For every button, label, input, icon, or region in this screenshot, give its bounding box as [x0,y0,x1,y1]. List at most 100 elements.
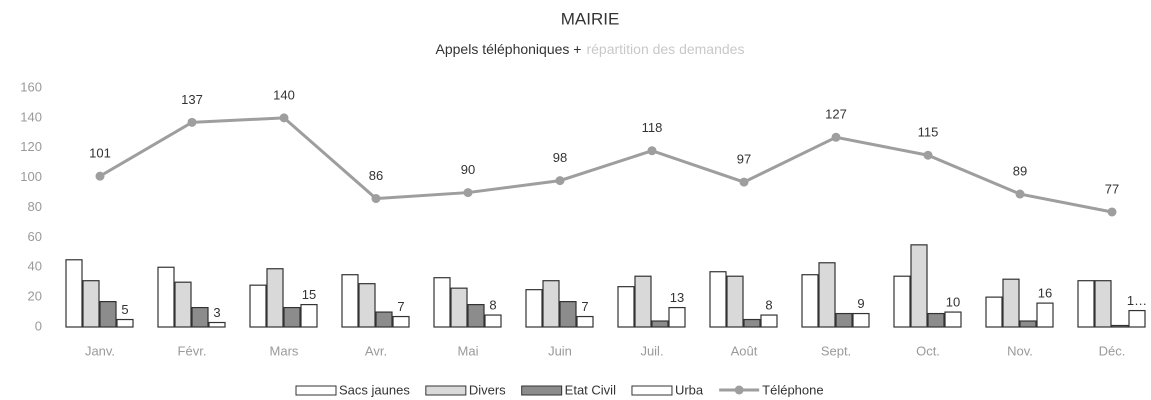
y-tick-label: 40 [28,259,42,274]
legend-swatch [631,385,673,396]
bar [852,312,870,328]
y-tick-label: 140 [20,109,42,124]
bar [65,259,83,328]
bar [1019,320,1037,328]
bar [1036,302,1054,328]
chart-subtitle: Appels téléphoniques + répartition des de… [436,41,745,57]
bar [709,271,727,328]
bar [668,306,686,328]
data-label: 127 [825,107,847,122]
bar [358,283,376,328]
bar [283,306,301,328]
data-label: 7 [581,299,588,314]
bar [1111,324,1129,328]
x-tick-label: Sept. [821,343,851,358]
y-tick-label: 160 [20,79,42,94]
data-label: 7 [397,299,404,314]
x-tick-label: Mai [458,343,479,358]
bar [542,280,560,328]
bar [467,303,485,328]
line [99,116,1113,214]
bar [726,275,744,328]
bar [985,296,1003,328]
data-label: 98 [553,150,567,165]
bar [760,314,778,328]
x-tick-label: Janv. [85,343,115,358]
data-label: 77 [1105,181,1119,196]
bar [559,301,577,328]
x-tick-label: Déc. [1099,343,1126,358]
subtitle-part: Appels téléphoniques + [436,41,582,57]
bar [99,301,117,328]
line-marker [187,117,197,127]
line-marker [555,176,565,186]
bar [651,320,669,328]
bar [617,286,635,328]
data-label: 89 [1013,163,1027,178]
data-label: 16 [1038,286,1052,301]
bar [341,274,359,328]
legend-label: Sacs jaunes [339,382,410,397]
x-tick-label: Juil. [640,343,663,358]
legend-label: Divers [469,382,506,397]
bar [944,311,962,328]
legend-label: Urba [675,382,704,397]
data-label: 90 [461,162,475,177]
bar [1094,280,1112,328]
line-marker [923,150,933,160]
bar [1128,309,1146,328]
y-tick-label: 80 [28,199,42,214]
data-label: 10 [946,295,960,310]
bar [927,312,945,328]
line-marker [1107,207,1117,217]
x-tick-label: Avr. [365,343,387,358]
subtitle-part: répartition des demandes [586,41,744,57]
line-marker [739,177,749,187]
data-label: 101 [89,146,111,161]
bar [525,289,543,328]
line-marker [463,188,473,198]
legend-swatch [295,385,337,396]
legend-swatch [734,385,744,395]
bar [82,280,100,328]
bar [433,277,451,328]
y-tick-label: 20 [28,289,42,304]
legend-label: Etat Civil [565,382,616,397]
bar [249,284,267,328]
bar [300,303,318,328]
data-label: 140 [273,87,295,102]
line-marker [831,132,841,142]
bar [634,275,652,328]
line-marker [95,171,105,181]
line-marker [371,194,381,204]
bar [392,315,410,328]
bar [450,287,468,328]
bar [743,318,761,328]
bar [191,306,209,328]
chart-title: MAIRIE [561,9,620,28]
data-label: 8 [489,297,496,312]
legend-swatch [521,385,563,396]
bar [801,274,819,328]
data-label: 137 [181,92,203,107]
data-label: 3 [213,305,220,320]
bar [375,311,393,328]
y-tick-label: 120 [20,139,42,154]
bar [818,262,836,328]
x-tick-label: Juin [548,343,572,358]
bar [174,281,192,328]
bar [576,315,594,328]
bar [484,314,502,328]
data-label: 5 [121,302,128,317]
bar [910,244,928,328]
x-tick-label: Août [731,343,758,358]
data-label: 15 [302,287,316,302]
data-label: 9 [857,296,864,311]
bar [266,268,284,328]
line-marker [279,113,289,123]
bar [893,275,911,328]
legend-swatch [425,385,467,396]
bar [208,321,226,328]
bar [1002,278,1020,328]
